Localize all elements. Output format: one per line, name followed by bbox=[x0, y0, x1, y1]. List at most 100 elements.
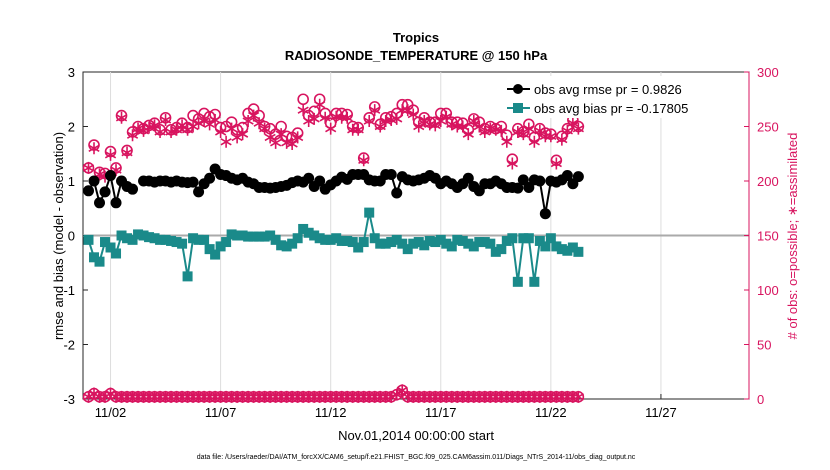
bias-marker bbox=[199, 234, 210, 245]
obs-assimilated-marker bbox=[303, 115, 315, 128]
obs-assimilated-marker bbox=[556, 133, 568, 146]
rmse-marker bbox=[572, 171, 584, 183]
bias-marker bbox=[144, 232, 155, 243]
obs-assimilated-marker bbox=[512, 125, 524, 138]
bias-marker bbox=[347, 237, 358, 248]
bias-marker bbox=[116, 230, 127, 241]
obs-assimilated-marker bbox=[292, 131, 304, 144]
obs-assimilated-marker bbox=[115, 111, 128, 124]
bias-marker bbox=[430, 237, 441, 248]
rmse-marker bbox=[462, 172, 474, 184]
bias-marker bbox=[111, 248, 122, 259]
rmse-marker bbox=[561, 170, 573, 182]
obs-assimilated-marker bbox=[253, 117, 265, 130]
obs-assimilated-marker bbox=[143, 121, 155, 134]
y-right-tick-label: 0 bbox=[757, 392, 764, 407]
legend-rmse-label: obs avg rmse pr = 0.9826 bbox=[534, 82, 682, 97]
obs-assimilated-marker bbox=[286, 137, 298, 150]
y-axis-right: 0 50 100 150 200 250 300 bbox=[744, 65, 779, 407]
obs-assimilated-marker bbox=[495, 124, 507, 137]
y-right-tick-label: 250 bbox=[757, 120, 779, 135]
y-left-tick-label: -2 bbox=[63, 338, 75, 353]
y-right-tick-label: 300 bbox=[757, 65, 779, 80]
obs-count-bottom-series bbox=[82, 384, 585, 403]
bias-marker bbox=[496, 244, 507, 255]
bias-marker bbox=[573, 246, 584, 257]
bias-marker bbox=[468, 241, 479, 252]
bias-marker bbox=[276, 240, 287, 251]
obs-assimilated-marker bbox=[308, 112, 320, 125]
y-left-tick-label: -3 bbox=[63, 392, 75, 407]
obs-assimilated-marker bbox=[358, 154, 370, 167]
rmse-marker bbox=[193, 186, 205, 198]
bias-marker bbox=[562, 245, 573, 256]
rmse-marker bbox=[523, 182, 535, 194]
obs-assimilated-marker bbox=[462, 128, 474, 141]
obs-assimilated-marker bbox=[203, 118, 216, 131]
x-tick-label: 11/07 bbox=[205, 405, 237, 420]
bias-marker bbox=[435, 234, 446, 245]
bias-marker bbox=[474, 237, 485, 248]
bias-marker bbox=[386, 237, 397, 248]
y-right-tick-label: 50 bbox=[757, 338, 771, 353]
legend-bias-marker bbox=[513, 103, 523, 113]
obs-assimilated-marker bbox=[297, 104, 309, 117]
obs-assimilated-marker bbox=[270, 136, 282, 149]
bias-marker bbox=[281, 241, 292, 252]
bias-marker bbox=[556, 244, 567, 255]
bias-marker bbox=[507, 233, 518, 244]
obs-assimilated-marker bbox=[352, 123, 364, 136]
x-tick-label: 11/17 bbox=[425, 405, 457, 420]
bias-marker bbox=[358, 237, 369, 248]
bias-marker bbox=[105, 242, 116, 253]
obs-assimilated-marker bbox=[446, 118, 458, 131]
obs-assimilated-marker bbox=[391, 112, 403, 125]
bias-marker bbox=[100, 237, 111, 248]
bias-marker bbox=[545, 233, 556, 244]
bias-marker bbox=[188, 233, 199, 244]
y-axis-right-label: # of obs: o=possible; ∗=assimilated bbox=[785, 133, 800, 340]
bias-marker bbox=[160, 234, 171, 245]
bias-marker bbox=[325, 234, 336, 245]
bias-marker bbox=[551, 241, 562, 252]
bias-marker bbox=[193, 234, 204, 245]
bias-marker bbox=[452, 234, 463, 245]
bias-marker bbox=[534, 235, 545, 246]
bias-marker bbox=[182, 271, 193, 282]
obs-assimilated-marker bbox=[226, 122, 238, 135]
legend-rmse-marker bbox=[513, 84, 523, 94]
obs-assimilated-marker bbox=[237, 128, 249, 141]
obs-assimilated-marker bbox=[473, 120, 485, 133]
bias-marker bbox=[265, 230, 276, 241]
bias-marker bbox=[441, 238, 452, 249]
obs-assimilated-marker bbox=[534, 124, 546, 137]
y-axis-left: -3 -2 -1 0 1 2 3 bbox=[63, 65, 88, 407]
obs-assimilated-marker bbox=[374, 120, 386, 133]
y-left-tick-label: 0 bbox=[68, 229, 75, 244]
obs-assimilated-marker bbox=[528, 135, 540, 148]
obs-assimilated-marker bbox=[402, 104, 414, 117]
bias-marker bbox=[375, 238, 386, 249]
rmse-marker bbox=[204, 172, 216, 184]
bias-marker bbox=[254, 231, 265, 242]
bias-marker bbox=[523, 233, 534, 244]
obs-assimilated-marker bbox=[457, 120, 469, 133]
bias-marker bbox=[298, 223, 309, 234]
bias-marker bbox=[133, 229, 144, 240]
bias-marker bbox=[221, 237, 232, 248]
bias-marker bbox=[226, 229, 237, 240]
obs-assimilated-marker bbox=[121, 146, 133, 159]
bias-marker bbox=[83, 234, 94, 245]
bias-marker bbox=[309, 230, 320, 241]
obs-assimilated-marker bbox=[341, 111, 353, 124]
bias-marker bbox=[529, 276, 540, 287]
x-axis-label: Nov.01,2014 00:00:00 start bbox=[338, 428, 494, 443]
chart-subtitle: RADIOSONDE_TEMPERATURE @ 150 hPa bbox=[285, 48, 548, 63]
obs-assimilated-marker bbox=[165, 125, 177, 138]
y-axis-left-label: rmse and bias (model - observation) bbox=[51, 132, 66, 340]
obs-assimilated-marker bbox=[126, 129, 139, 142]
bias-series bbox=[83, 207, 584, 287]
bias-marker bbox=[314, 233, 325, 244]
bias-marker bbox=[243, 231, 254, 242]
